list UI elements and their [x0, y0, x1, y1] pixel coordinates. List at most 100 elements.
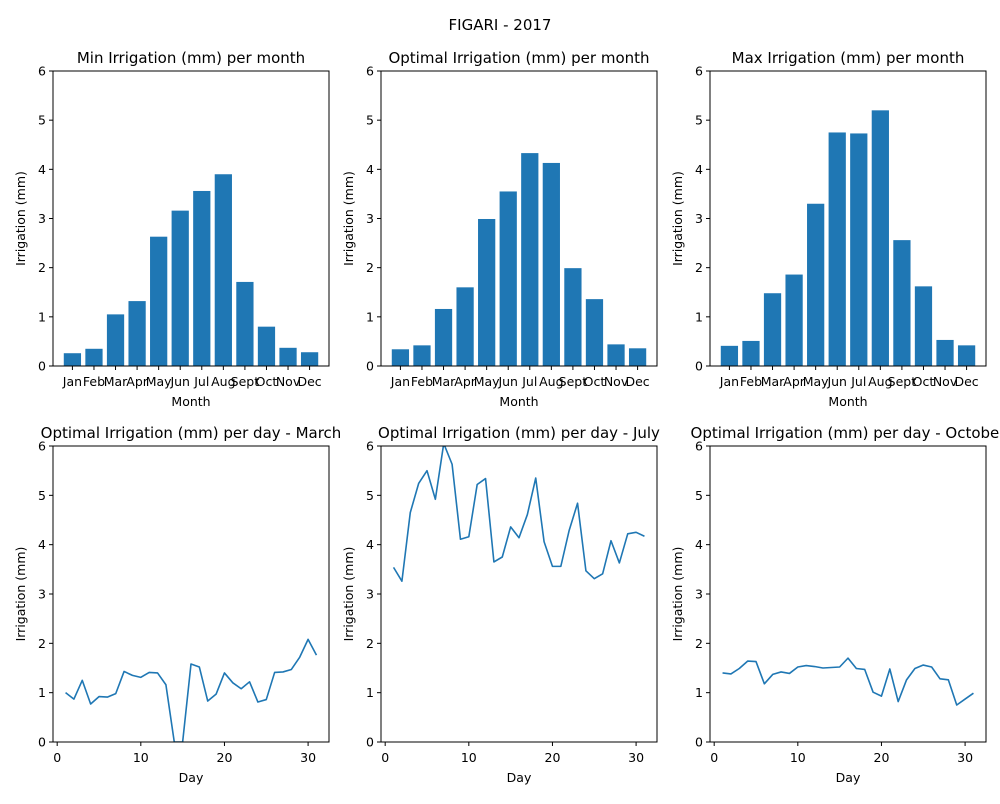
x-tick-label: 20 [545, 750, 561, 765]
x-tick-label: Jul [193, 374, 209, 389]
x-tick-label: Jun [497, 374, 518, 389]
y-tick-label: 4 [38, 537, 46, 552]
x-axis-label: Month [499, 394, 538, 409]
bar-feb [413, 345, 431, 366]
x-tick-label: Sept [888, 374, 917, 389]
bar-may [150, 236, 168, 366]
y-tick-label: 2 [366, 260, 374, 275]
x-tick-label: Nov [276, 374, 301, 389]
x-tick-label: May [803, 374, 829, 389]
bar-apr [456, 287, 474, 366]
bar-oct [585, 299, 604, 366]
y-tick-label: 6 [695, 439, 703, 454]
y-axis-label: Irrigation (mm) [670, 547, 685, 642]
subplot-title: Optimal Irrigation (mm) per day - March [41, 424, 342, 442]
subplot-title: Optimal Irrigation (mm) per month [388, 49, 649, 67]
y-tick-label: 1 [38, 309, 46, 324]
x-tick-label: Mar [761, 374, 785, 389]
x-tick-label: 10 [461, 750, 477, 765]
x-tick-label: May [474, 374, 500, 389]
y-tick-label: 4 [366, 537, 374, 552]
subplot-title: Max Irrigation (mm) per month [732, 49, 965, 67]
y-tick-label: 0 [38, 359, 46, 374]
y-tick-label: 6 [38, 64, 46, 79]
bar-oct [257, 326, 276, 366]
subplot-3: Max Irrigation (mm) per month 0 1 2 3 4 5 6 Irri… [670, 49, 987, 409]
y-tick-label: 6 [38, 439, 46, 454]
axes-frame [52, 445, 330, 743]
y-tick-label: 5 [38, 488, 46, 503]
y-tick-label: 1 [695, 309, 703, 324]
y-tick-label: 0 [695, 735, 703, 750]
x-tick-label: Jun [826, 374, 847, 389]
x-tick-label: 30 [300, 750, 316, 765]
y-tick-label: 6 [695, 64, 703, 79]
subplot-4: Optimal Irrigation (mm) per day - March 0… [13, 424, 341, 785]
x-tick-label: Sept [559, 374, 588, 389]
y-tick-label: 5 [695, 488, 703, 503]
bar-mar [106, 314, 125, 366]
bar-jan [720, 345, 739, 366]
x-tick-label: Oct [584, 374, 606, 389]
y-axis-label: Irrigation (mm) [341, 171, 356, 266]
y-tick-label: 3 [366, 587, 374, 602]
x-tick-label: Aug [211, 374, 235, 389]
y-tick-label: 2 [38, 636, 46, 651]
y-tick-label: 5 [366, 113, 374, 128]
bar-sept [564, 268, 582, 366]
bar-dec [957, 345, 976, 366]
bar-mar [434, 308, 453, 366]
bar-oct [914, 286, 933, 366]
bar-aug [542, 162, 560, 366]
y-tick-label: 2 [366, 636, 374, 651]
x-tick-label: Nov [933, 374, 958, 389]
y-tick-label: 1 [38, 685, 46, 700]
bar-aug [214, 174, 232, 366]
bar-jun [828, 132, 846, 366]
bar-jul [193, 190, 211, 366]
y-tick-label: 0 [695, 359, 703, 374]
x-tick-label: Apr [454, 374, 476, 389]
x-tick-label: Jul [850, 374, 866, 389]
y-tick-label: 2 [695, 260, 703, 275]
subplot-title: Optimal Irrigation (mm) per day - Octobe… [691, 424, 1000, 442]
x-tick-label: Apr [126, 374, 148, 389]
y-axis-label: Irrigation (mm) [13, 547, 28, 642]
axes-frame [709, 70, 987, 367]
y-tick-label: 5 [366, 488, 374, 503]
x-tick-label: 0 [53, 750, 61, 765]
y-tick-label: 1 [366, 309, 374, 324]
y-tick-label: 4 [38, 162, 46, 177]
y-tick-label: 6 [366, 439, 374, 454]
axes-frame [380, 445, 658, 743]
subplot-title: Min Irrigation (mm) per month [77, 49, 305, 67]
y-tick-label: 3 [366, 211, 374, 226]
bar-apr [785, 274, 803, 366]
y-tick-label: 2 [695, 636, 703, 651]
bar-jan [63, 353, 82, 366]
bar-dec [628, 348, 647, 366]
x-tick-label: Mar [104, 374, 128, 389]
x-tick-label: 0 [710, 750, 718, 765]
x-tick-label: 20 [874, 750, 890, 765]
y-tick-label: 4 [366, 162, 374, 177]
x-tick-label: Aug [539, 374, 563, 389]
bar-jul [521, 153, 539, 366]
x-tick-label: Dec [625, 374, 649, 389]
y-tick-label: 4 [695, 162, 703, 177]
x-axis-label: Month [828, 394, 867, 409]
axes-frame [380, 70, 658, 367]
x-axis-label: Day [836, 770, 861, 785]
y-tick-label: 3 [38, 587, 46, 602]
x-tick-label: 10 [133, 750, 149, 765]
bar-nov [936, 339, 954, 366]
y-tick-label: 5 [38, 113, 46, 128]
y-axis-label: Irrigation (mm) [341, 547, 356, 642]
x-tick-label: Oct [256, 374, 278, 389]
figure-title: FIGARI - 2017 [449, 16, 552, 34]
x-axis-label: Month [171, 394, 210, 409]
y-tick-label: 0 [366, 359, 374, 374]
bar-mar [763, 293, 782, 366]
x-tick-label: Jan [390, 374, 410, 389]
subplot-title: Optimal Irrigation (mm) per day - July [378, 424, 660, 442]
